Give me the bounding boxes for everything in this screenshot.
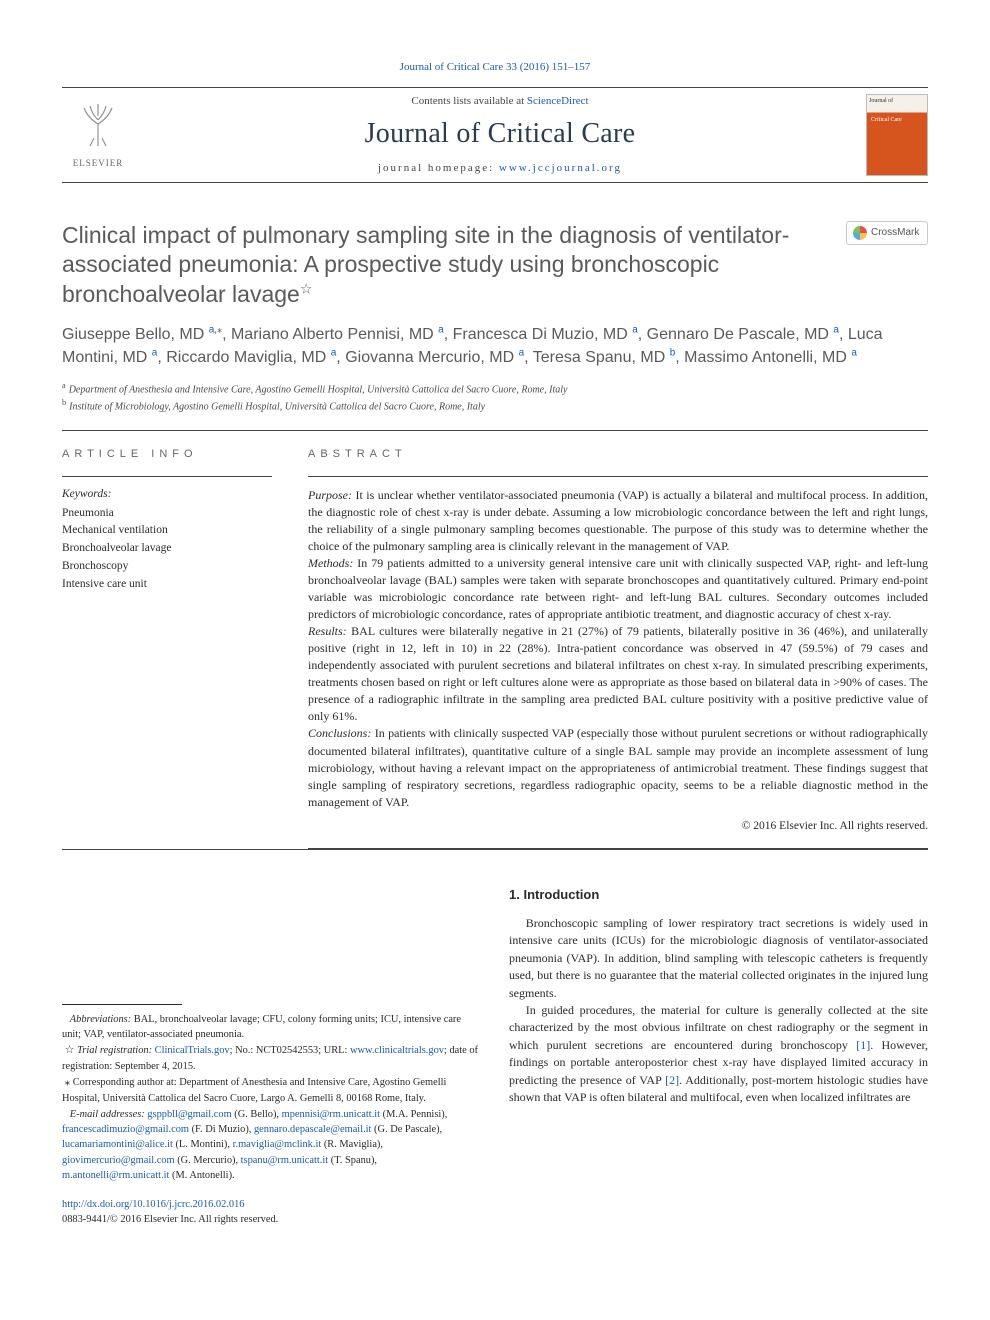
- article-info-label: article info: [62, 447, 272, 462]
- header-bar: ELSEVIER Contents lists available at Sci…: [62, 87, 928, 183]
- email-label: E-mail addresses:: [70, 1109, 145, 1120]
- footnotes: Abbreviations: BAL, bronchoalveolar lava…: [62, 1012, 481, 1183]
- contents-prefix: Contents lists available at: [411, 95, 526, 107]
- methods-label: Methods:: [308, 556, 353, 570]
- crossmark-badge[interactable]: CrossMark: [846, 221, 928, 245]
- divider: [62, 476, 272, 477]
- citation-1[interactable]: [1]: [856, 1038, 870, 1052]
- authors: Giuseppe Bello, MD a,⁎, Mariano Alberto …: [62, 323, 928, 369]
- abstract-methods: Methods: In 79 patients admitted to a un…: [308, 555, 928, 623]
- footnote-rule: [62, 1004, 182, 1005]
- elsevier-logo[interactable]: ELSEVIER: [62, 96, 134, 174]
- keyword-item: Bronchoalveolar lavage: [62, 540, 272, 558]
- keyword-item: Pneumonia: [62, 505, 272, 523]
- trial-link-2[interactable]: www.clinicaltrials.gov: [350, 1045, 444, 1056]
- cover-top: Journal of: [869, 97, 925, 114]
- article-title: Clinical impact of pulmonary sampling si…: [62, 221, 828, 309]
- divider: [308, 476, 928, 477]
- copyright: © 2016 Elsevier Inc. All rights reserved…: [308, 819, 928, 835]
- abstract-purpose: Purpose: It is unclear whether ventilato…: [308, 487, 928, 555]
- journal-name: Journal of Critical Care: [152, 115, 848, 153]
- conclusions-label: Conclusions:: [308, 726, 371, 740]
- results-text: BAL cultures were bilaterally negative i…: [308, 624, 928, 723]
- doi-block: http://dx.doi.org/10.1016/j.jcrc.2016.02…: [62, 1197, 481, 1227]
- abstract-results: Results: BAL cultures were bilaterally n…: [308, 623, 928, 725]
- sciencedirect-link[interactable]: ScienceDirect: [527, 95, 589, 107]
- footnote-emails: E-mail addresses: gsppbll@gmail.com (G. …: [62, 1107, 481, 1182]
- right-col: 1. Introduction Bronchoscopic sampling o…: [509, 886, 928, 1227]
- keyword-item: Intensive care unit: [62, 576, 272, 594]
- abbrev-label: Abbreviations:: [70, 1014, 131, 1025]
- trial-star: ☆: [65, 1044, 75, 1056]
- cover-body: Critical Care: [869, 114, 925, 173]
- affiliations: aDepartment of Anesthesia and Intensive …: [62, 380, 928, 415]
- footnote-corresponding: ⁎ Corresponding author at: Department of…: [62, 1075, 481, 1106]
- trial-label: Trial registration:: [74, 1045, 152, 1056]
- journal-cover-thumb[interactable]: Journal of Critical Care: [866, 94, 928, 176]
- purpose-label: Purpose:: [308, 488, 352, 502]
- title-footnote-star[interactable]: ☆: [300, 280, 313, 296]
- divider: [308, 848, 928, 849]
- citation-link[interactable]: Journal of Critical Care 33 (2016) 151–1…: [62, 60, 928, 75]
- trial-b: ; No.: NCT02542553; URL:: [230, 1045, 350, 1056]
- crossmark-icon: [853, 226, 867, 240]
- abstract-col: abstract Purpose: It is unclear whether …: [308, 433, 928, 849]
- trial-link-1[interactable]: ClinicalTrials.gov: [155, 1045, 230, 1056]
- conclusions-text: In patients with clinically suspected VA…: [308, 726, 928, 808]
- abstract-label: abstract: [308, 447, 928, 462]
- intro-heading: 1. Introduction: [509, 886, 928, 905]
- crossmark-label: CrossMark: [871, 226, 919, 240]
- divider: [62, 849, 928, 850]
- intro-p1: Bronchoscopic sampling of lower respirat…: [509, 915, 928, 1002]
- divider: [62, 430, 928, 431]
- purpose-text: It is unclear whether ventilator-associa…: [308, 488, 928, 553]
- affiliation-a: aDepartment of Anesthesia and Intensive …: [62, 380, 928, 397]
- keywords-list: PneumoniaMechanical ventilationBronchoal…: [62, 505, 272, 594]
- affiliation-b-text: Institute of Microbiology, Agostino Geme…: [69, 401, 485, 412]
- info-abstract-row: article info Keywords: PneumoniaMechanic…: [62, 433, 928, 849]
- abstract-conclusions: Conclusions: In patients with clinically…: [308, 725, 928, 810]
- keyword-item: Mechanical ventilation: [62, 522, 272, 540]
- issn-line: 0883-9441/© 2016 Elsevier Inc. All right…: [62, 1212, 481, 1227]
- homepage-prefix: journal homepage:: [378, 162, 499, 174]
- footnote-trial: ☆ Trial registration: ClinicalTrials.gov…: [62, 1043, 481, 1074]
- keyword-item: Bronchoscopy: [62, 558, 272, 576]
- article-info-col: article info Keywords: PneumoniaMechanic…: [62, 433, 272, 849]
- elsevier-tree-icon: [74, 100, 122, 155]
- footnote-abbrev: Abbreviations: BAL, bronchoalveolar lava…: [62, 1012, 481, 1042]
- keywords-heading: Keywords:: [62, 487, 272, 503]
- page: Journal of Critical Care 33 (2016) 151–1…: [0, 0, 990, 1267]
- body-two-col: Abbreviations: BAL, bronchoalveolar lava…: [62, 886, 928, 1227]
- methods-text: In 79 patients admitted to a university …: [308, 556, 928, 621]
- header-center: Contents lists available at ScienceDirec…: [152, 94, 848, 175]
- contents-line: Contents lists available at ScienceDirec…: [152, 94, 848, 109]
- abstract-body: Purpose: It is unclear whether ventilato…: [308, 487, 928, 834]
- left-col: Abbreviations: BAL, bronchoalveolar lava…: [62, 886, 481, 1227]
- intro-p2: In guided procedures, the material for c…: [509, 1002, 928, 1106]
- journal-homepage: journal homepage: www.jccjournal.org: [152, 161, 848, 176]
- affiliation-a-text: Department of Anesthesia and Intensive C…: [69, 384, 568, 395]
- citation-2[interactable]: [2]: [665, 1073, 679, 1087]
- title-row: Clinical impact of pulmonary sampling si…: [62, 221, 928, 309]
- homepage-link[interactable]: www.jccjournal.org: [499, 162, 622, 174]
- title-text: Clinical impact of pulmonary sampling si…: [62, 222, 789, 307]
- corr-text: Corresponding author at: Department of A…: [62, 1077, 446, 1104]
- doi-link[interactable]: http://dx.doi.org/10.1016/j.jcrc.2016.02…: [62, 1199, 245, 1210]
- affiliation-b: bInstitute of Microbiology, Agostino Gem…: [62, 397, 928, 414]
- elsevier-wordmark: ELSEVIER: [73, 157, 124, 169]
- results-label: Results:: [308, 624, 347, 638]
